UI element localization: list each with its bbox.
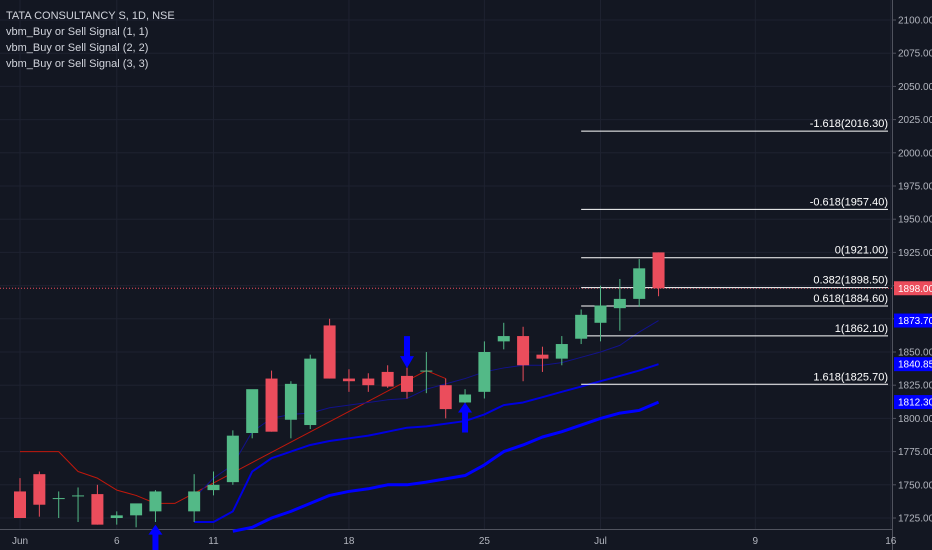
candle-up[interactable] (420, 370, 433, 372)
legend-indicator-1[interactable]: vbm_Buy or Sell Signal (1, 1) (6, 26, 149, 38)
candle-down[interactable] (342, 378, 355, 382)
candle-up[interactable] (304, 358, 317, 426)
candle-down[interactable] (517, 336, 530, 366)
candle-up[interactable] (633, 268, 646, 299)
candle-up[interactable] (555, 344, 568, 359)
price-tick-label: 1750.00 (898, 480, 932, 491)
price-badge (894, 357, 932, 372)
candle-down[interactable] (323, 325, 336, 379)
legend-indicator-2[interactable]: vbm_Buy or Sell Signal (2, 2) (6, 42, 149, 54)
candle-up[interactable] (478, 352, 491, 392)
price-tick-label: 1975.00 (898, 182, 932, 193)
fib-level-label: -0.618(1957.40) (810, 196, 888, 208)
price-tick-label: 1850.00 (898, 348, 932, 359)
price-badge (894, 313, 932, 328)
price-badge-label: 1812.30 (898, 398, 932, 409)
candle-up[interactable] (459, 394, 472, 403)
fib-level-label: 1.618(1825.70) (813, 371, 888, 383)
candle-down[interactable] (381, 371, 394, 387)
sell-arrow-icon (400, 336, 414, 369)
candle-up[interactable] (497, 336, 510, 342)
candle-up[interactable] (284, 383, 297, 420)
candle-down[interactable] (401, 375, 413, 392)
candle-up[interactable] (130, 503, 143, 516)
fib-level-label: 0(1921.00) (835, 245, 888, 257)
price-tick-label: 1825.00 (898, 381, 932, 392)
time-tick-label: 9 (753, 536, 759, 547)
time-tick-label: 6 (114, 536, 120, 547)
price-badge-label: 1873.70 (898, 316, 932, 327)
candle-up[interactable] (149, 491, 162, 512)
signal-line-line3 (232, 400, 660, 533)
price-tick-label: 2050.00 (898, 82, 932, 93)
time-tick-label: Jun (12, 536, 28, 547)
candle-down[interactable] (439, 385, 452, 410)
candle-down[interactable] (362, 378, 375, 386)
fib-level-label: -1.618(2016.30) (810, 118, 888, 130)
candle-up[interactable] (72, 495, 85, 497)
price-badge (894, 395, 932, 410)
time-tick-label: 25 (479, 536, 491, 547)
candle-up[interactable] (575, 314, 588, 339)
price-tick-label: 1950.00 (898, 215, 932, 226)
signal-line-line2 (194, 363, 659, 523)
time-tick-label: 16 (885, 536, 897, 547)
candle-up[interactable] (188, 491, 201, 512)
signal-line-stop (20, 370, 446, 504)
candle-down[interactable] (33, 474, 46, 505)
time-tick-label: 18 (343, 536, 355, 547)
price-tick-label: 2100.00 (898, 16, 932, 27)
price-tick-label: 1800.00 (898, 414, 932, 425)
time-tick-label: Jul (594, 536, 607, 547)
fib-level-label: 0.618(1884.60) (813, 293, 888, 305)
price-tick-label: 1725.00 (898, 514, 932, 525)
fib-level-label: 1(1862.10) (835, 323, 888, 335)
chart-legend: TATA CONSULTANCY S, 1D, NSE vbm_Buy or S… (6, 8, 175, 72)
candle-down[interactable] (652, 252, 665, 289)
fib-level-label: 0.382(1898.50) (813, 275, 888, 287)
price-tick-label: 1925.00 (898, 248, 932, 259)
candle-down[interactable] (265, 378, 278, 432)
price-tick-label: 2025.00 (898, 115, 932, 126)
candle-up[interactable] (110, 515, 123, 518)
candle-up[interactable] (52, 498, 65, 500)
legend-indicator-3[interactable]: vbm_Buy or Sell Signal (3, 3) (6, 58, 149, 70)
candle-up[interactable] (613, 298, 626, 309)
candle-up[interactable] (246, 389, 259, 434)
candle-down[interactable] (91, 494, 104, 525)
candle-down[interactable] (536, 354, 549, 359)
time-tick-label: 11 (208, 536, 219, 547)
price-badge (894, 281, 932, 296)
price-tick-label: 2075.00 (898, 49, 932, 60)
price-badge-label: 1840.85 (898, 360, 932, 371)
legend-symbol[interactable]: TATA CONSULTANCY S, 1D, NSE (6, 10, 175, 22)
buy-arrow-icon (458, 402, 473, 433)
candle-down[interactable] (14, 491, 26, 518)
candle-up[interactable] (226, 435, 239, 483)
price-tick-label: 2000.00 (898, 148, 932, 159)
buy-arrow-icon (148, 524, 163, 550)
candle-up[interactable] (594, 305, 607, 323)
price-badge-label: 1898.00 (898, 284, 932, 295)
price-tick-label: 1775.00 (898, 447, 932, 458)
candle-up[interactable] (207, 484, 220, 491)
